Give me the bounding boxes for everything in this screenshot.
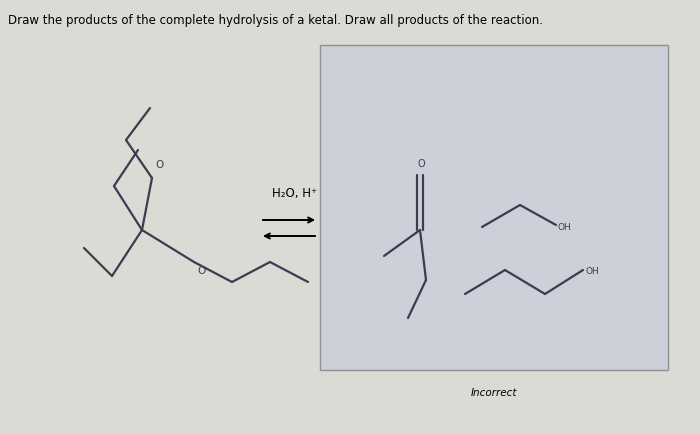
Text: O: O [197, 266, 205, 276]
Text: OH: OH [585, 267, 598, 276]
Text: OH: OH [558, 223, 572, 231]
Text: Incorrect: Incorrect [470, 388, 517, 398]
Text: O: O [417, 159, 425, 169]
Text: Draw the products of the complete hydrolysis of a ketal. Draw all products of th: Draw the products of the complete hydrol… [8, 14, 543, 27]
Bar [320, 45, 668, 370]
Text: H₂O, H⁺: H₂O, H⁺ [272, 187, 318, 200]
Text: O: O [155, 160, 163, 170]
